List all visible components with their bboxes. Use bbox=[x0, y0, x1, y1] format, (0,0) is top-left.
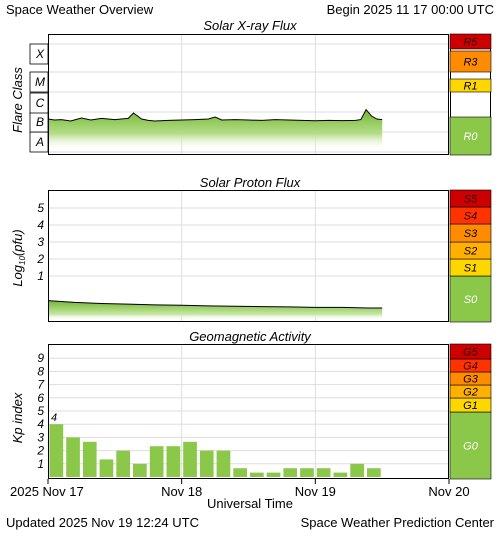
geomag-scale-g0 bbox=[449, 411, 492, 480]
kp-bar bbox=[116, 450, 130, 477]
proton-scale-label: S3 bbox=[464, 228, 478, 240]
geomag-scale-label: G0 bbox=[463, 441, 479, 453]
proton-scale-s0 bbox=[449, 275, 492, 323]
x-tick-label: Nov 20 bbox=[428, 484, 469, 499]
proton-ytick: 3 bbox=[37, 235, 44, 249]
kp-bar bbox=[367, 468, 381, 477]
xray-scale-r1 bbox=[449, 78, 492, 93]
kp-bar bbox=[149, 446, 164, 477]
xray-ytick: C bbox=[36, 96, 45, 110]
proton-scale-label: S4 bbox=[464, 211, 477, 223]
geomag-ytick: 7 bbox=[37, 378, 45, 392]
proton-ylabel: Log10(pfu) bbox=[10, 229, 27, 286]
proton-ytick: 2 bbox=[36, 252, 44, 266]
source-credit: Space Weather Prediction Center bbox=[301, 515, 495, 530]
geomag-ytick: 2 bbox=[36, 444, 44, 458]
geomag-frame bbox=[48, 344, 449, 479]
geomag-scale-label: G2 bbox=[463, 387, 478, 399]
geomag-scale-label: G3 bbox=[463, 374, 479, 386]
x-tick-label: Nov 19 bbox=[295, 484, 336, 499]
geomag-scale-label: G5 bbox=[463, 347, 479, 359]
proton-scale-label: S0 bbox=[464, 294, 478, 306]
xray-ylabel: Flare Class bbox=[10, 67, 25, 133]
xray-scale-r5 bbox=[449, 33, 492, 50]
kp-bar bbox=[250, 472, 264, 477]
kp-bar bbox=[133, 463, 147, 477]
xray-ytick: B bbox=[36, 115, 44, 129]
x-axis-ticks: 2025 Nov 17 Nov 18 Nov 19 Nov 20 bbox=[10, 479, 470, 499]
xray-ytick: M bbox=[35, 75, 45, 89]
proton-scale-label: S5 bbox=[464, 194, 478, 206]
kp-bar bbox=[266, 472, 281, 477]
xray-flux-area bbox=[48, 109, 383, 150]
proton-scale-label: S1 bbox=[464, 263, 477, 275]
xray-scale-r0 bbox=[449, 116, 492, 156]
xray-frame bbox=[48, 34, 449, 155]
geomag-ylabel: Kp index bbox=[10, 392, 25, 443]
kp-bar bbox=[82, 441, 97, 477]
geomag-ytick: 8 bbox=[37, 364, 44, 378]
proton-title: Solar Proton Flux bbox=[200, 175, 301, 190]
app-title: Space Weather Overview bbox=[6, 2, 154, 17]
proton-scale-label: S2 bbox=[464, 246, 477, 258]
kp-bar bbox=[333, 472, 348, 477]
proton-scale-s5 bbox=[449, 189, 492, 208]
geomag-ytick: 4 bbox=[37, 417, 44, 431]
kp-bar bbox=[99, 459, 114, 477]
kp-bar bbox=[316, 468, 331, 477]
kp-bar bbox=[300, 468, 314, 477]
kp-bar bbox=[283, 468, 298, 477]
kp-bar bbox=[216, 450, 231, 477]
kp-bar bbox=[183, 441, 197, 477]
geomag-scale-label: G1 bbox=[463, 400, 478, 412]
updated-time: Updated 2025 Nov 19 12:24 UTC bbox=[6, 515, 199, 530]
geomag-ytick: 3 bbox=[37, 430, 44, 444]
kp-bar bbox=[66, 437, 80, 477]
geomag-ytick: 9 bbox=[37, 351, 44, 365]
proton-flux-area bbox=[48, 300, 383, 320]
proton-panel: 1 2 3 4 5 S0 S1 S2 S3 S4 S5 bbox=[36, 189, 492, 323]
xray-scale-r3 bbox=[449, 50, 492, 73]
proton-plot-area bbox=[48, 190, 449, 322]
geomag-ytick: 1 bbox=[37, 457, 44, 471]
xray-ytick: X bbox=[35, 47, 45, 61]
geomag-ytick: 5 bbox=[37, 404, 44, 418]
proton-flux-line bbox=[47, 300, 383, 309]
x-tick-label: Nov 18 bbox=[161, 484, 202, 499]
kp-bar bbox=[199, 450, 214, 477]
kp-bar bbox=[166, 446, 181, 477]
xray-scale-label: R1 bbox=[463, 81, 477, 93]
proton-ytick: 4 bbox=[37, 218, 44, 232]
xray-title: Solar X-ray Flux bbox=[203, 18, 297, 33]
xray-ytick: A bbox=[35, 135, 44, 149]
proton-frame bbox=[48, 190, 449, 322]
geomag-scale-label: G4 bbox=[463, 361, 478, 373]
x-tick-label: 2025 Nov 17 bbox=[10, 484, 84, 499]
xray-scale-label: R0 bbox=[463, 131, 478, 143]
proton-ytick: 1 bbox=[37, 269, 44, 283]
begin-time: Begin 2025 11 17 00:00 UTC bbox=[327, 2, 494, 17]
x-axis-label: Universal Time bbox=[207, 496, 293, 511]
geomag-scale-g5 bbox=[449, 343, 492, 360]
xray-scale-label: R5 bbox=[463, 37, 478, 49]
kp-bar bbox=[233, 468, 247, 477]
xray-flux-line bbox=[47, 108, 383, 122]
proton-ytick: 5 bbox=[37, 201, 44, 215]
kp-bar bbox=[49, 424, 64, 477]
xray-scale-label: R3 bbox=[463, 57, 478, 69]
kp-bar-annotation: 4 bbox=[51, 412, 57, 424]
geomag-ytick: 6 bbox=[37, 391, 44, 405]
geomag-title: Geomagnetic Activity bbox=[189, 329, 312, 344]
kp-bar bbox=[350, 463, 364, 477]
